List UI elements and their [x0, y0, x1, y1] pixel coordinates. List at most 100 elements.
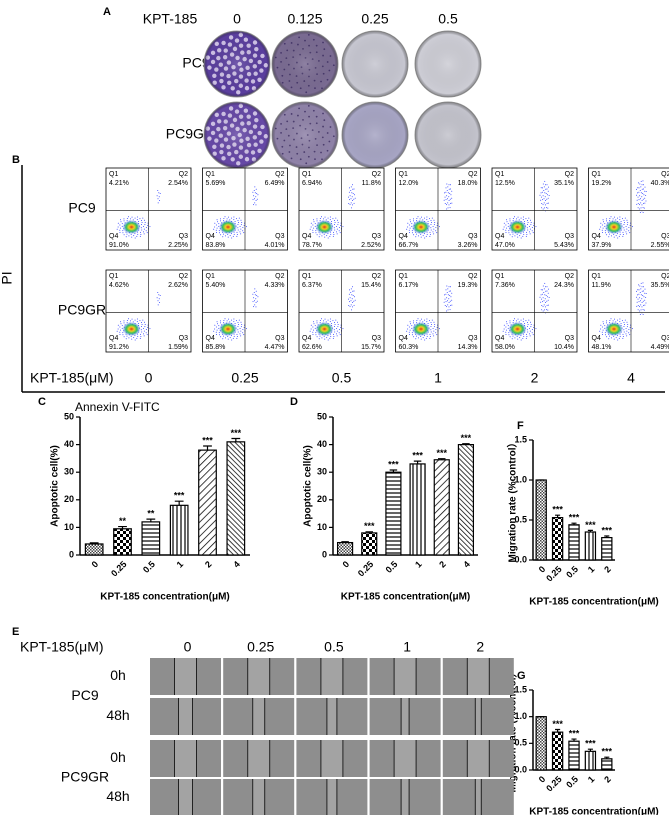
- label: 18.0%: [458, 180, 478, 187]
- label: 0.25: [109, 559, 128, 578]
- event-dot: [253, 297, 255, 299]
- event-dot: [138, 322, 140, 324]
- event-dot: [444, 203, 446, 205]
- label: ***: [388, 459, 399, 469]
- event-dot: [134, 319, 136, 321]
- event-dot: [228, 216, 230, 218]
- event-dot: [445, 199, 447, 201]
- event-dot: [239, 225, 241, 227]
- event-dot: [236, 337, 238, 339]
- event-dot: [540, 294, 542, 296]
- event-dot: [604, 334, 606, 336]
- event-dot: [123, 220, 125, 222]
- event-dot: [425, 235, 427, 237]
- event-dot: [640, 309, 642, 311]
- event-dot: [408, 331, 410, 333]
- event-dot: [541, 305, 543, 307]
- event-dot: [522, 219, 524, 221]
- event-dot: [156, 195, 158, 197]
- event-dot: [545, 290, 547, 292]
- event-dot: [540, 289, 542, 291]
- label: 50: [317, 411, 327, 421]
- event-dot: [508, 230, 510, 232]
- event-dot: [614, 318, 616, 320]
- event-dot: [349, 306, 351, 308]
- event-dot: [140, 329, 142, 331]
- event-dot: [622, 235, 624, 237]
- event-density: [122, 220, 141, 235]
- label: 10: [64, 522, 74, 532]
- label: 0: [537, 564, 548, 575]
- event-dot: [256, 300, 258, 302]
- event-dot: [329, 337, 331, 339]
- event-dot: [451, 292, 453, 294]
- event-dot: [313, 329, 315, 331]
- event-dot: [542, 301, 544, 303]
- event-dot: [446, 297, 448, 299]
- event-dot: [540, 301, 542, 303]
- event-dot: [604, 223, 606, 225]
- event-dot: [509, 322, 511, 324]
- event-dot: [642, 180, 644, 182]
- event-dot: [424, 339, 426, 341]
- event-dot: [604, 332, 606, 334]
- event-dot: [604, 327, 606, 329]
- event-dot: [430, 322, 432, 324]
- event-dot: [530, 324, 532, 326]
- event-dot: [237, 227, 239, 229]
- event-dot: [239, 327, 241, 329]
- event-dot: [509, 320, 511, 322]
- event-dot: [641, 298, 643, 300]
- event-dot: [242, 332, 244, 334]
- event-dot: [445, 187, 447, 189]
- bar: [568, 524, 580, 561]
- event-dot: [238, 217, 240, 219]
- wound-gap: [394, 740, 417, 777]
- event-dot: [338, 328, 340, 330]
- dish-rim: [272, 31, 338, 97]
- error-bar: [389, 469, 398, 473]
- event-dot: [223, 320, 225, 322]
- event-dot: [243, 326, 245, 328]
- event-dot: [615, 337, 617, 339]
- event-dot: [126, 218, 128, 220]
- event-dot: [637, 309, 639, 311]
- event-dot: [544, 294, 546, 296]
- label: 2: [602, 774, 613, 785]
- event-dot: [435, 332, 437, 334]
- event-dot: [625, 327, 627, 329]
- label: Q1: [495, 171, 504, 178]
- event-dot: [316, 218, 318, 220]
- event-dot: [529, 330, 531, 332]
- label: KPT-185 concentration(μM): [529, 807, 658, 815]
- event-dot: [136, 216, 138, 218]
- event-dot: [535, 328, 537, 330]
- event-dot: [353, 304, 355, 306]
- event-dot: [643, 296, 645, 298]
- event-dot: [525, 218, 527, 220]
- label: 0.5: [564, 774, 580, 790]
- event-dot: [216, 227, 218, 229]
- event-dot: [637, 203, 639, 205]
- event-dot: [436, 232, 438, 234]
- event-dot: [145, 328, 147, 330]
- flow-plot: [588, 269, 669, 353]
- event-dot: [312, 334, 314, 336]
- event-dot: [137, 233, 139, 235]
- event-dot: [431, 324, 433, 326]
- event-dot: [533, 224, 535, 226]
- event-dot: [332, 235, 334, 237]
- event-dot: [350, 202, 352, 204]
- label: Q2: [565, 273, 574, 280]
- event-dot: [542, 208, 544, 210]
- event-dot: [643, 309, 645, 311]
- event-dot: [214, 324, 216, 326]
- event-dot: [218, 223, 220, 225]
- event-dot: [638, 301, 640, 303]
- event-dot: [642, 198, 644, 200]
- label: 0: [537, 774, 548, 785]
- wound-gap: [174, 740, 197, 777]
- label: ***: [585, 520, 596, 530]
- event-dot: [622, 233, 624, 235]
- label: 47.0%: [495, 242, 515, 249]
